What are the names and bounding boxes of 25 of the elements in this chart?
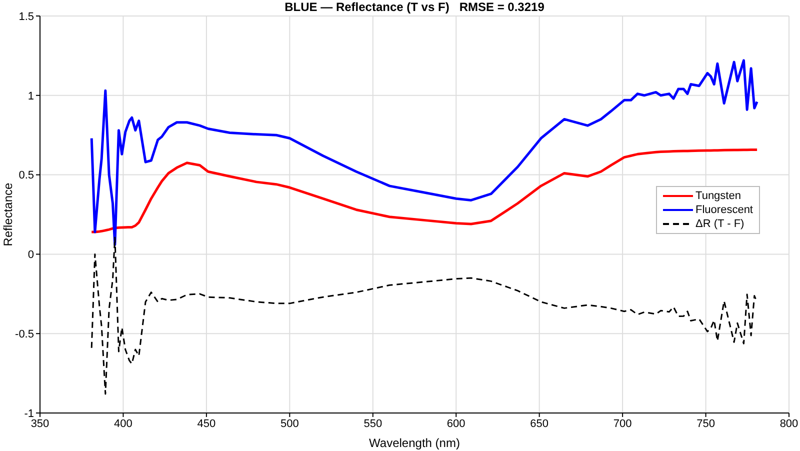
chart-title: BLUE — Reflectance (T vs F) RMSE = 0.3219 — [284, 0, 546, 14]
x-tick-label: 700 — [613, 418, 632, 430]
legend-label: Fluorescent — [696, 203, 753, 217]
y-tick-label: 0 — [28, 249, 34, 262]
x-axis-title: Wavelength (nm) — [369, 436, 460, 450]
x-tick-label: 400 — [114, 418, 132, 430]
x-tick-label: 750 — [696, 418, 715, 430]
x-tick-label: 600 — [446, 418, 466, 430]
line-series — [90, 148, 758, 234]
y-tick-label: -0.5 — [15, 328, 34, 341]
legend-label: ΔR (T - F) — [696, 217, 744, 231]
y-tick-label: 1.5 — [18, 10, 34, 23]
x-tick-label: 650 — [530, 418, 549, 430]
y-axis-title: Reflectance — [1, 182, 15, 246]
x-tick-label: 450 — [197, 418, 216, 430]
y-tick-label: 1 — [28, 90, 34, 102]
x-tick-label: 500 — [280, 418, 299, 430]
line-series — [90, 236, 758, 395]
line-series — [90, 59, 758, 246]
y-tick-label: 0.5 — [18, 170, 34, 182]
x-tick-label: 550 — [364, 418, 382, 430]
legend-label: Tungsten — [696, 189, 741, 203]
x-tick-label: 800 — [780, 418, 798, 430]
x-tick-label: 350 — [30, 418, 50, 430]
y-tick-label: -1 — [24, 408, 34, 420]
